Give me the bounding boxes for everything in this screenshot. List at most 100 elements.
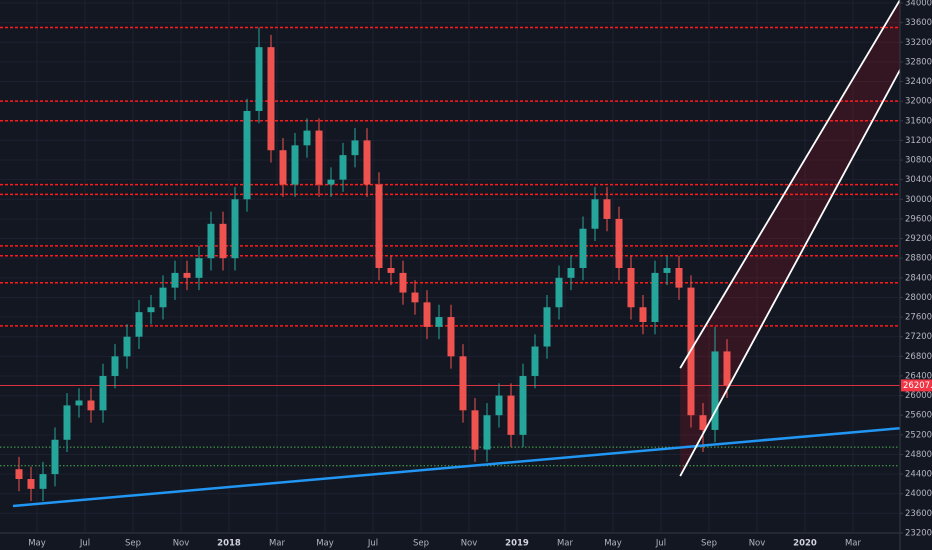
y-tick-label: 32400.0: [905, 77, 932, 87]
candle-body: [159, 287, 167, 308]
y-tick-label: 30400.0: [905, 175, 932, 185]
candle-body: [519, 375, 527, 435]
y-tick-label: 24000.0: [905, 489, 932, 499]
y-tick-label: 28000.0: [905, 293, 932, 303]
candle-body: [651, 272, 659, 322]
candle-body: [387, 268, 395, 273]
x-tick-label: Jul: [79, 539, 90, 549]
candle-body: [63, 405, 71, 440]
candle-body: [231, 199, 239, 259]
candle-body: [147, 307, 155, 313]
y-tick-label: 29600.0: [905, 214, 932, 224]
x-tick-label: Mar: [557, 539, 574, 549]
axes: 23200.0 23600.0 24000.0 24400.0 24800.0 25200…: [28, 0, 932, 549]
x-tick-label: Mar: [269, 539, 286, 549]
candle-body: [579, 228, 587, 268]
x-tick-label: May: [28, 539, 46, 549]
y-tick-label: 32000.0: [905, 97, 932, 107]
y-tick-label: 30000.0: [905, 195, 932, 205]
candle-body: [219, 223, 227, 259]
x-tick-label: Nov: [749, 539, 766, 549]
candle-body: [495, 395, 503, 416]
channel-upper: [679, 0, 900, 369]
y-tick-label: 28800.0: [905, 254, 932, 264]
candle-body: [663, 268, 671, 273]
y-tick-label: 34000.0: [905, 0, 932, 9]
candle-body: [363, 140, 371, 185]
candle-body: [195, 258, 203, 278]
candle-body: [111, 356, 119, 376]
candle-body: [567, 268, 575, 278]
y-tick-label: 28400.0: [905, 273, 932, 283]
candle-body: [27, 479, 35, 489]
y-tick-label: 27600.0: [905, 313, 932, 323]
candle-body: [723, 351, 731, 386]
y-tick-label: 27200.0: [905, 332, 932, 342]
candle-body: [279, 150, 287, 185]
candle-body: [255, 47, 263, 111]
candle-body: [51, 439, 59, 475]
candle-body: [207, 223, 215, 259]
candle-body: [435, 317, 443, 327]
candle-body: [411, 292, 419, 303]
x-tick-label: 2020: [793, 539, 817, 549]
y-tick-label: 33200.0: [905, 38, 932, 48]
y-tick-label: 25600.0: [905, 411, 932, 421]
x-tick-label: Nov: [173, 539, 190, 549]
y-tick-label: 33600.0: [905, 18, 932, 28]
candle-body: [711, 351, 719, 430]
y-tick-label: 23200.0: [905, 529, 932, 539]
candle-body: [267, 47, 275, 151]
candle-body: [339, 155, 347, 180]
x-tick-label: Sep: [413, 539, 429, 549]
x-tick-label: 2018: [217, 539, 241, 549]
last-price-label: 26207.3: [903, 381, 932, 391]
channel-lower: [679, 68, 900, 477]
candle-body: [459, 356, 467, 411]
candle-body: [99, 375, 107, 411]
candle-body: [75, 400, 83, 406]
x-tick-label: Mar: [845, 539, 862, 549]
candle-body: [507, 395, 515, 435]
candle-body: [555, 277, 563, 308]
y-tick-label: 32800.0: [905, 57, 932, 67]
candle-body: [639, 307, 647, 322]
candle-body: [87, 400, 95, 411]
y-tick-label: 26400.0: [905, 371, 932, 381]
x-tick-label: Sep: [125, 539, 141, 549]
x-tick-label: May: [604, 539, 622, 549]
candle-body: [375, 184, 383, 268]
candle-body: [483, 415, 491, 450]
candle-body: [291, 145, 299, 185]
y-tick-label: 29200.0: [905, 234, 932, 244]
candle-body: [15, 469, 23, 480]
y-tick-label: 30800.0: [905, 156, 932, 166]
candle-body: [615, 218, 623, 268]
y-tick-label: 31200.0: [905, 136, 932, 146]
y-tick-label: 24400.0: [905, 470, 932, 480]
x-tick-label: Sep: [701, 539, 717, 549]
candle-body: [315, 130, 323, 185]
x-tick-label: Nov: [461, 539, 478, 549]
x-tick-label: Jul: [367, 539, 378, 549]
x-tick-label: May: [316, 539, 334, 549]
y-tick-label: 26000.0: [905, 391, 932, 401]
candle-body: [471, 410, 479, 450]
candle-body: [183, 272, 191, 278]
candle-body: [531, 346, 539, 376]
y-tick-label: 24800.0: [905, 450, 932, 460]
candle-body: [699, 415, 707, 430]
candle-body: [627, 268, 635, 308]
y-tick-label: 23600.0: [905, 509, 932, 519]
x-tick-label: 2019: [505, 539, 529, 549]
last-price-box: [901, 379, 932, 392]
channel-fill: [680, 0, 900, 477]
y-tick-label: 31600.0: [905, 116, 932, 126]
candle-body: [351, 140, 359, 156]
y-tick-label: 25200.0: [905, 430, 932, 440]
candle-body: [675, 268, 683, 288]
candle-body: [123, 336, 131, 357]
